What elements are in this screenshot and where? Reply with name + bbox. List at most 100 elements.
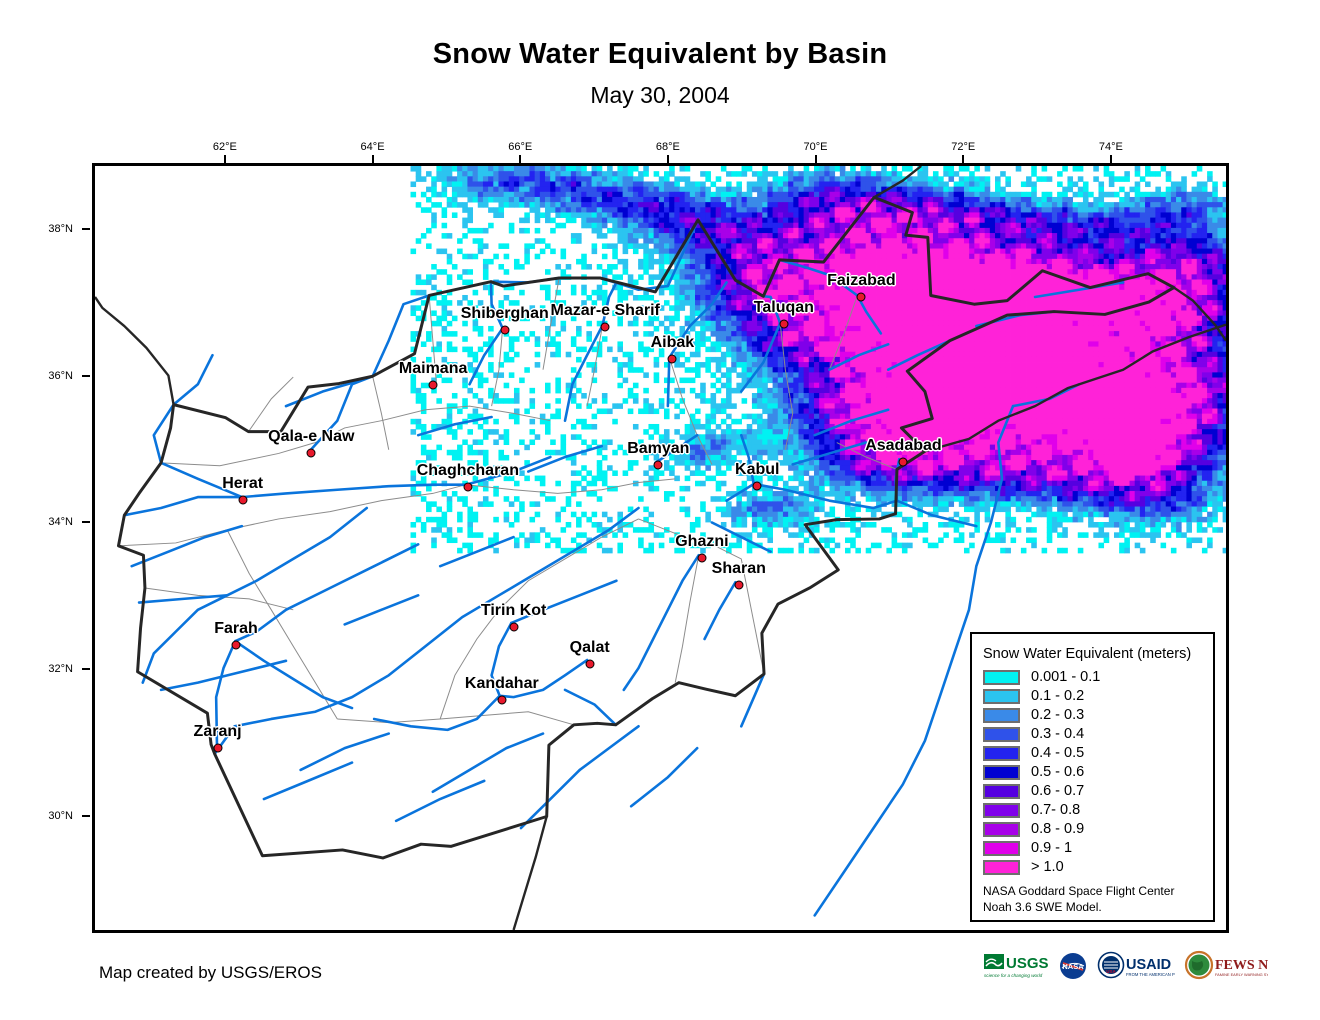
legend-label: 0.4 - 0.5: [1031, 745, 1085, 762]
river-54: [438, 535, 515, 568]
fews-net-logo[interactable]: FEWS NET FAMINE EARLY WARNING SYSTEMS NE…: [1184, 949, 1268, 983]
map-canvas[interactable]: [95, 166, 1226, 930]
legend-label: 0.001 - 0.1: [1031, 669, 1101, 686]
city-marker-chaghcharan[interactable]: [463, 482, 473, 492]
basin-boundary-6: [638, 518, 765, 675]
city-label-asadabad: Asadabad: [865, 436, 942, 454]
river-31: [123, 495, 244, 517]
country-borders-layer: [95, 166, 1226, 930]
city-marker-qalat[interactable]: [585, 659, 595, 669]
basin-boundary-16: [542, 277, 560, 370]
river-29: [510, 579, 618, 625]
city-marker-shiberghan[interactable]: [500, 325, 510, 335]
basin-boundaries-layer: [118, 277, 898, 726]
legend-swatch: [983, 803, 1020, 818]
city-marker-faizabad[interactable]: [856, 292, 866, 302]
lat-tick-34: [82, 521, 90, 524]
city-marker-kandahar[interactable]: [497, 695, 507, 705]
legend-row: 0.5 - 0.6: [983, 763, 1213, 782]
nasa-logo[interactable]: NASA: [1058, 949, 1088, 983]
city-marker-sharan[interactable]: [734, 580, 744, 590]
lon-tick-74: [1109, 155, 1112, 163]
city-marker-ghazni[interactable]: [697, 553, 707, 563]
rivers-layer: [123, 195, 1125, 917]
river-6: [563, 281, 618, 422]
neighbour-border-1: [924, 323, 1226, 453]
map-layers: [95, 166, 1226, 930]
river-8: [468, 326, 504, 386]
neighbour-border-3: [95, 296, 175, 405]
legend-swatch: [983, 670, 1020, 685]
legend-source-note: NASA Goddard Space Flight Center Noah 3.6…: [983, 884, 1175, 914]
river-47: [886, 339, 952, 371]
city-label-faizabad: Faizabad: [827, 271, 896, 289]
city-label-tirin-kot: Tirin Kot: [480, 601, 547, 619]
legend-row: 0.6 - 0.7: [983, 782, 1213, 801]
legend-label: 0.1 - 0.2: [1031, 688, 1085, 705]
lat-label-34: 34°N: [48, 516, 73, 529]
city-marker-maimana[interactable]: [428, 380, 438, 390]
legend-row: 0.2 - 0.3: [983, 706, 1213, 725]
lon-tick-66: [519, 155, 522, 163]
usgs-logo[interactable]: USGS science for a changing world: [983, 949, 1049, 983]
legend-label: 0.7- 0.8: [1031, 802, 1081, 819]
legend-label: 0.3 - 0.4: [1031, 726, 1085, 743]
city-marker-qala-e-naw[interactable]: [306, 448, 316, 458]
basin-boundary-15: [372, 376, 390, 450]
legend-label: > 1.0: [1031, 859, 1064, 876]
river-26: [233, 639, 354, 710]
logo-strip: USGS science for a changing world NASA U…: [983, 948, 1268, 984]
basin-boundary-5: [439, 518, 639, 720]
city-marker-farah[interactable]: [231, 640, 241, 650]
river-12: [739, 321, 782, 393]
river-28: [703, 580, 737, 641]
legend-swatch: [983, 746, 1020, 761]
city-label-bamyan: Bamyan: [627, 440, 690, 458]
city-label-maimana: Maimana: [398, 359, 468, 377]
river-34: [299, 732, 391, 772]
legend-row: 0.001 - 0.1: [983, 668, 1213, 687]
basin-boundary-17: [428, 295, 437, 385]
legend-swatch: [983, 784, 1020, 799]
map-legend: Snow Water Equivalent (meters) 0.001 - 0…: [970, 632, 1215, 922]
city-label-zaranj: Zaranj: [193, 723, 242, 741]
legend-swatch: [983, 765, 1020, 780]
usaid-logo[interactable]: USA USAID FROM THE AMERICAN PEOPLE: [1097, 949, 1175, 983]
city-marker-mazar-e-sharif[interactable]: [600, 322, 610, 332]
lon-label-64: 64°E: [360, 141, 385, 153]
legend-label: 0.5 - 0.6: [1031, 764, 1085, 781]
lat-label-32: 32°N: [48, 663, 73, 675]
legend-row: 0.1 - 0.2: [983, 687, 1213, 706]
river-18: [813, 404, 1015, 917]
city-marker-kabul[interactable]: [752, 481, 762, 491]
city-marker-zaranj[interactable]: [213, 743, 223, 753]
city-marker-herat[interactable]: [238, 495, 248, 505]
lon-tick-72: [962, 155, 965, 163]
city-marker-bamyan[interactable]: [653, 460, 663, 470]
city-marker-asadabad[interactable]: [898, 457, 908, 467]
lat-label-36: 36°N: [48, 369, 73, 382]
lon-tick-62: [223, 155, 226, 163]
city-marker-tirin-kot[interactable]: [509, 622, 519, 632]
city-label-shiberghan: Shiberghan: [460, 304, 549, 322]
lon-label-72: 72°E: [951, 141, 976, 153]
basin-boundary-12: [779, 323, 794, 450]
lat-label-30: 30°N: [48, 809, 73, 822]
river-37: [578, 725, 640, 772]
city-label-kandahar: Kandahar: [464, 674, 539, 692]
river-9: [668, 281, 728, 359]
neighbour-border-2: [873, 166, 922, 199]
page-subtitle: May 30, 2004: [590, 82, 730, 108]
river-30: [130, 524, 244, 568]
afghanistan-border: [116, 195, 1176, 860]
city-marker-taluqan[interactable]: [779, 319, 789, 329]
river-51: [791, 441, 868, 466]
legend-swatch: [983, 841, 1020, 856]
lon-tick-70: [814, 155, 817, 163]
city-marker-aibak[interactable]: [667, 354, 677, 364]
basin-boundary-1: [118, 484, 466, 547]
river-21: [372, 621, 513, 732]
river-35: [262, 761, 354, 801]
river-42: [527, 444, 604, 473]
legend-swatch: [983, 708, 1020, 723]
